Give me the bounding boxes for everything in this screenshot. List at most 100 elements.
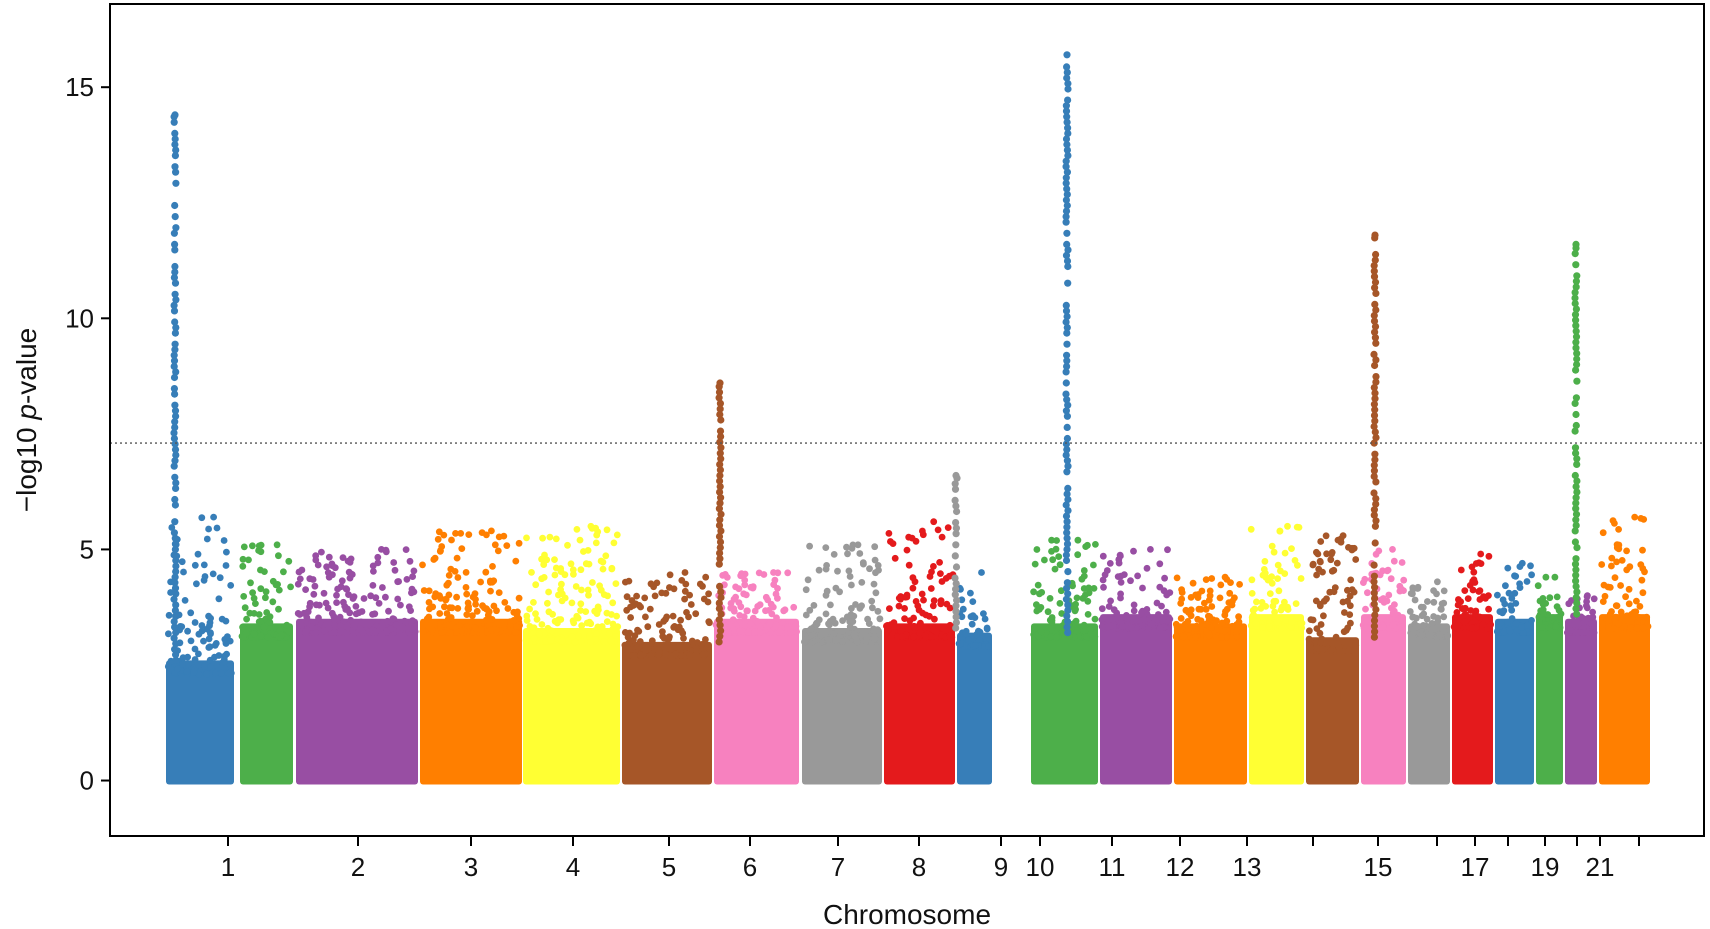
snp-point — [1307, 644, 1314, 651]
snp-point — [1202, 605, 1210, 613]
snp-point — [1411, 596, 1419, 604]
snp-point — [1064, 152, 1072, 160]
snp-point — [1572, 521, 1580, 530]
snp-point — [1063, 529, 1071, 537]
snp-point — [340, 598, 347, 606]
snp-point — [390, 559, 398, 566]
snp-point — [194, 550, 202, 558]
snp-point — [1062, 163, 1070, 171]
snp-point — [1434, 578, 1441, 586]
snp-point — [1640, 624, 1647, 632]
snp-point — [203, 535, 211, 543]
snp-point — [587, 522, 595, 530]
snp-point — [933, 628, 940, 636]
snp-point — [436, 610, 444, 617]
snp-point — [501, 599, 509, 606]
snp-point — [482, 616, 490, 624]
snp-point — [1316, 629, 1324, 637]
snp-point — [207, 614, 215, 622]
snp-point — [1601, 592, 1609, 600]
snp-point — [369, 611, 376, 618]
snp-point — [951, 480, 959, 488]
snp-point — [804, 576, 812, 584]
snp-point — [1332, 633, 1340, 641]
snp-point — [369, 562, 377, 570]
chr4-bulk-points — [420, 618, 522, 785]
snp-point — [1259, 571, 1267, 579]
snp-point — [1090, 561, 1097, 569]
snp-point — [715, 638, 723, 646]
snp-point — [716, 438, 724, 446]
snp-point — [846, 573, 854, 580]
snp-point — [623, 606, 631, 614]
snp-point — [275, 586, 283, 594]
snp-point — [1048, 536, 1055, 544]
snp-point — [1572, 322, 1580, 330]
snp-point — [209, 570, 217, 578]
snp-point — [191, 561, 199, 569]
snp-point — [1062, 213, 1070, 221]
snp-point — [1372, 289, 1380, 297]
snp-point — [555, 591, 562, 599]
snp-point — [1261, 558, 1269, 565]
snp-point — [895, 602, 903, 610]
snp-point — [660, 617, 668, 625]
snp-point — [564, 541, 571, 549]
snp-point — [874, 607, 882, 615]
snp-point — [741, 581, 749, 589]
snp-point — [717, 610, 725, 618]
snp-point — [1572, 566, 1580, 574]
snp-point — [171, 473, 179, 481]
snp-point — [1573, 360, 1581, 369]
snp-point — [1053, 633, 1060, 641]
snp-point — [1120, 571, 1128, 578]
snp-point — [1631, 513, 1639, 521]
snp-point — [1062, 379, 1070, 387]
snp-point — [1583, 602, 1590, 610]
snp-point — [1573, 460, 1581, 468]
snp-point — [1372, 517, 1380, 525]
snp-point — [742, 591, 750, 599]
snp-point — [1344, 647, 1352, 655]
snp-point — [1606, 610, 1614, 618]
snp-point — [603, 609, 611, 617]
snp-point — [1512, 572, 1520, 580]
snp-point — [172, 412, 180, 420]
snp-point — [1098, 616, 1106, 624]
snp-point — [1317, 558, 1324, 566]
snp-point — [1064, 96, 1072, 104]
snp-point — [1117, 579, 1125, 586]
snp-point — [736, 612, 744, 619]
snp-point — [1063, 523, 1071, 531]
snp-point — [1636, 603, 1644, 610]
snp-point — [1572, 577, 1580, 585]
snp-point — [201, 663, 209, 670]
snp-point — [486, 577, 494, 585]
snp-point — [807, 625, 815, 633]
snp-point — [1037, 628, 1045, 636]
snp-point — [887, 633, 895, 641]
snp-point — [1084, 597, 1092, 605]
snp-point — [1471, 579, 1479, 586]
snp-point — [1313, 571, 1320, 579]
snp-point — [692, 610, 700, 618]
snp-point — [463, 611, 471, 618]
snp-point — [903, 546, 911, 554]
snp-point — [1099, 552, 1107, 560]
snp-point — [171, 457, 179, 465]
snp-point — [477, 625, 485, 633]
snp-point — [218, 669, 225, 677]
snp-point — [1079, 594, 1087, 602]
snp-point — [425, 599, 433, 606]
snp-point — [174, 665, 182, 673]
snp-point — [1572, 483, 1580, 491]
snp-point — [770, 569, 777, 576]
snp-point — [715, 605, 724, 613]
snp-point — [631, 652, 638, 660]
snp-point — [171, 545, 179, 554]
snp-point — [172, 651, 180, 659]
snp-point — [677, 616, 684, 624]
snp-point — [431, 593, 439, 601]
snp-point — [269, 598, 277, 606]
snp-point — [170, 595, 178, 603]
